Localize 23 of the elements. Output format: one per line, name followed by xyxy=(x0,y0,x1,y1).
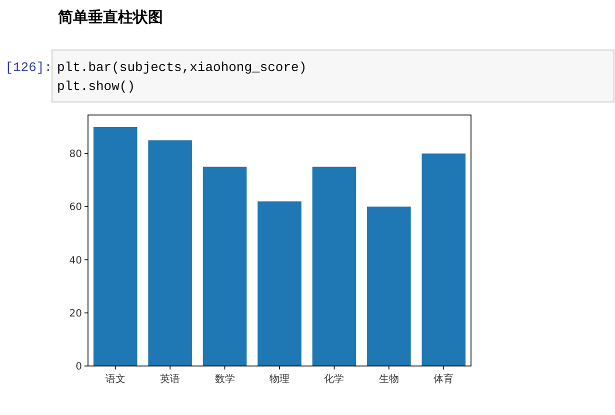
bar xyxy=(258,201,302,366)
y-tick-label: 60 xyxy=(69,202,82,214)
y-tick-label: 20 xyxy=(69,308,82,320)
x-tick-label: 生物 xyxy=(378,373,399,385)
x-tick-label: 数学 xyxy=(214,373,235,385)
bar xyxy=(312,166,356,366)
x-tick-label: 语文 xyxy=(105,373,126,385)
text: plt.bar(subjects,xiaohong_score) xyxy=(57,60,307,75)
x-tick-label: 体育 xyxy=(434,373,454,385)
text: plt.show() xyxy=(57,79,136,94)
chart-title: 简单垂直柱状图 xyxy=(57,8,163,26)
y-tick-label: 40 xyxy=(69,255,82,266)
x-tick-label: 英语 xyxy=(160,373,180,385)
bar xyxy=(367,206,411,366)
x-tick-label: 物理 xyxy=(270,374,290,385)
bar xyxy=(93,126,138,366)
x-tick-label: 化学 xyxy=(324,373,344,385)
y-tick-label: 80 xyxy=(69,149,82,160)
bar xyxy=(422,154,466,366)
text: [126]: xyxy=(5,60,52,75)
bar xyxy=(202,166,247,366)
bar xyxy=(148,140,192,366)
y-tick-label: 0 xyxy=(76,362,82,372)
